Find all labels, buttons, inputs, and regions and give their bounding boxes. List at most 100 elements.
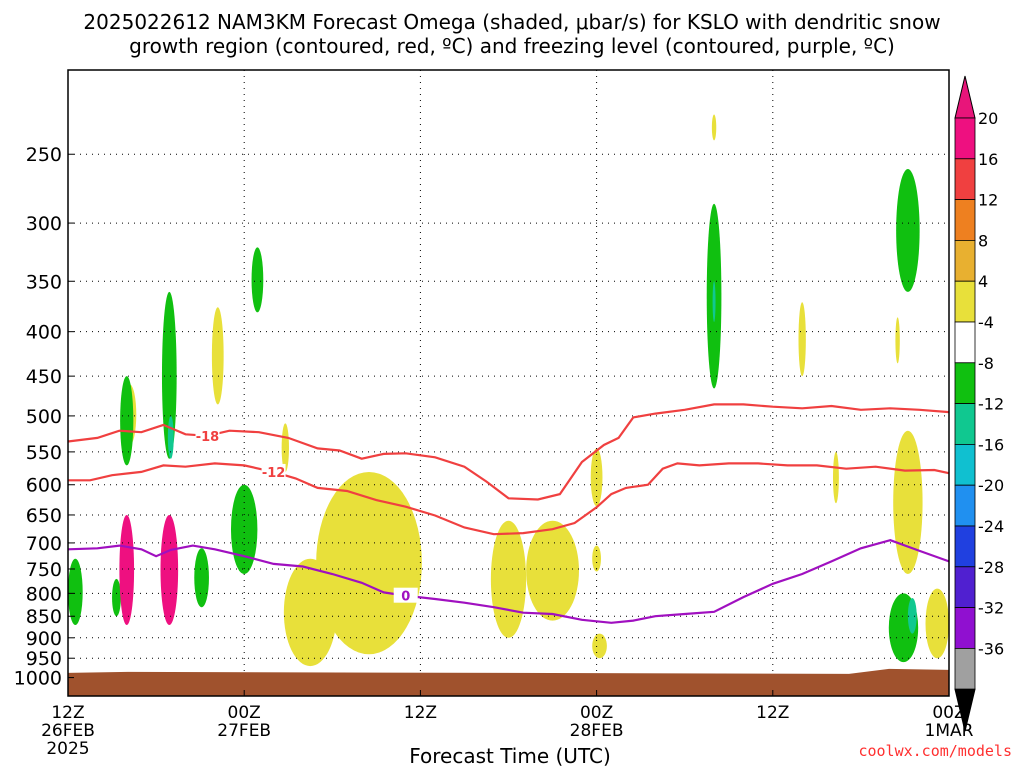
colorbar-bin xyxy=(954,117,976,160)
omega-region xyxy=(211,307,224,405)
x-tick-label: 2025 xyxy=(46,739,89,759)
contour-label: -12 xyxy=(262,466,286,481)
chart-title-line-2: growth region (contoured, red, ºC) and f… xyxy=(129,34,895,58)
x-axis-label: Forecast Time (UTC) xyxy=(409,744,611,768)
omega-region xyxy=(590,448,603,507)
colorbar-bin xyxy=(954,403,976,445)
y-tick-label: 550 xyxy=(26,442,62,464)
y-tick-label: 300 xyxy=(26,213,62,235)
colorbar-label: -4 xyxy=(978,313,994,332)
y-tick-label: 750 xyxy=(26,559,62,581)
ground-layer xyxy=(68,668,949,696)
colorbar-bottom-arrow xyxy=(954,688,976,732)
omega-region xyxy=(316,471,422,655)
colorbar-label: -8 xyxy=(978,354,994,373)
y-tick-label: 700 xyxy=(26,533,62,555)
omega-region xyxy=(120,376,134,466)
x-tick-label: 00Z xyxy=(228,703,261,723)
contour-line xyxy=(68,462,950,536)
colorbar-bin xyxy=(954,362,976,404)
colorbar-bin xyxy=(954,443,976,486)
omega-region xyxy=(251,247,264,313)
colorbar: 20 16 12 8 4 -4 -8 -12 -16 -20 -24 -28 -32 -36 xyxy=(954,75,1004,732)
y-tick-label: 500 xyxy=(26,406,62,428)
colorbar-bin xyxy=(954,239,976,282)
ground-fill xyxy=(68,668,949,696)
plot-frame xyxy=(67,69,950,697)
omega-region xyxy=(230,484,258,574)
y-tick-label: 650 xyxy=(26,505,62,527)
colorbar-bin xyxy=(954,566,976,608)
y-tick-label: 450 xyxy=(26,366,62,388)
contour-label: -18 xyxy=(196,430,220,445)
omega-region xyxy=(592,633,607,659)
x-tick-label: 26FEB xyxy=(41,721,95,741)
y-tick-label: 850 xyxy=(26,606,62,628)
omega-shading xyxy=(68,114,950,667)
y-tick-label: 250 xyxy=(26,144,62,166)
contour-label-bg xyxy=(393,587,418,603)
colorbar-label: 16 xyxy=(978,150,998,169)
contour-line xyxy=(67,539,950,624)
colorbar-label: 12 xyxy=(978,191,998,210)
y-tick-label: 350 xyxy=(26,271,62,293)
x-tick-label: 12Z xyxy=(404,703,437,723)
omega-region xyxy=(194,548,209,608)
contour-label-bg xyxy=(195,427,220,443)
omega-region xyxy=(896,169,920,292)
omega-region xyxy=(119,514,135,626)
x-tick-label: 12Z xyxy=(756,703,789,723)
y-tick-label: 950 xyxy=(26,648,62,670)
colorbar-bin xyxy=(954,321,976,364)
x-tick-label: 27FEB xyxy=(217,721,271,741)
x-tick-label: 12Z xyxy=(51,703,84,723)
y-tick-label: 800 xyxy=(26,583,62,605)
omega-region xyxy=(283,558,337,667)
colorbar-label: -28 xyxy=(978,558,1004,577)
colorbar-bin xyxy=(954,280,976,323)
colorbar-bin xyxy=(954,199,976,241)
y-tick-label: 400 xyxy=(26,322,62,344)
y-tick-label: 1000 xyxy=(14,668,62,690)
x-tick-label: 00Z xyxy=(932,703,965,723)
x-tick-label: 00Z xyxy=(580,703,613,723)
omega-region xyxy=(112,578,121,617)
omega-region xyxy=(833,451,839,504)
x-tick-label: 1MAR xyxy=(925,721,974,741)
colorbar-bin xyxy=(954,648,976,690)
colorbar-bin xyxy=(954,525,976,568)
colorbar-label: -20 xyxy=(978,476,1004,495)
colorbar-label: -16 xyxy=(978,435,1004,454)
colorbar-label: -36 xyxy=(978,639,1004,658)
omega-region xyxy=(592,545,602,572)
colorbar-bin xyxy=(954,158,976,201)
colorbar-label: -24 xyxy=(978,517,1004,536)
colorbar-top-arrow xyxy=(954,75,976,119)
omega-region xyxy=(712,281,716,323)
omega-region xyxy=(490,520,527,638)
omega-region xyxy=(711,114,717,141)
colorbar-bin xyxy=(954,484,976,527)
omega-region xyxy=(161,291,177,459)
chart-title-line-1: 2025022612 NAM3KM Forecast Omega (shaded… xyxy=(83,10,941,34)
omega-region xyxy=(895,317,900,364)
omega-region xyxy=(907,598,917,634)
omega-region xyxy=(68,558,83,626)
omega-region xyxy=(925,588,950,659)
colorbar-label: 20 xyxy=(978,109,998,128)
omega-region xyxy=(798,302,806,377)
site-credit: coolwx.com/models xyxy=(858,742,1012,760)
contour-label: 0 xyxy=(401,590,410,605)
omega-region xyxy=(893,430,923,574)
x-tick-label: 28FEB xyxy=(570,721,624,741)
omega-region xyxy=(160,514,179,626)
omega-region xyxy=(281,423,289,472)
colorbar-label: 4 xyxy=(978,272,988,291)
contour-label-bg xyxy=(261,463,286,479)
colorbar-label: 8 xyxy=(978,231,988,250)
colorbar-label: -12 xyxy=(978,395,1004,414)
y-tick-label: 600 xyxy=(26,475,62,497)
